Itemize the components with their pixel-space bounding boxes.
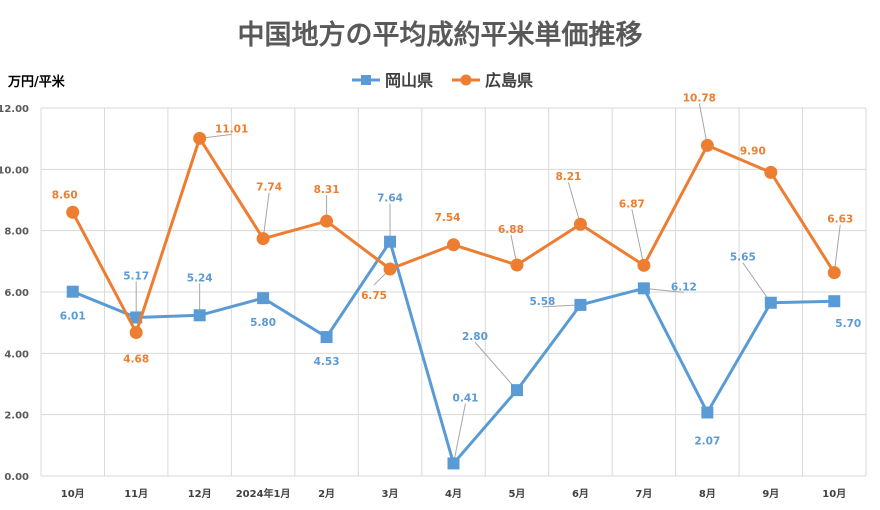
data-point <box>510 258 524 272</box>
legend-marker <box>361 75 371 85</box>
data-label: 7.54 <box>435 212 461 224</box>
data-point <box>574 298 587 311</box>
chart-title: 中国地方の平均成約平米単価推移 <box>238 19 643 51</box>
y-tick-label: 0.00 <box>4 472 29 483</box>
data-point <box>700 138 714 152</box>
data-label: 10.78 <box>683 92 716 104</box>
leader-line <box>474 341 518 391</box>
series-line-2 <box>71 136 836 334</box>
data-point <box>828 295 841 308</box>
legend-entry-2: 広島県 <box>452 71 533 90</box>
y-tick-label: 6.00 <box>4 288 29 299</box>
y-tick-label: 12.00 <box>0 104 29 115</box>
y-axis-unit-label: 万円/平米 <box>7 74 66 90</box>
data-point <box>637 282 650 295</box>
data-label: 2.80 <box>462 331 488 343</box>
leader-line <box>262 192 270 239</box>
data-point <box>256 232 270 246</box>
x-tick-label: 11月 <box>124 488 148 500</box>
data-point <box>573 217 587 231</box>
data-point <box>764 165 778 179</box>
x-tick-label: 2月 <box>318 488 335 500</box>
data-label: 11.01 <box>215 123 248 135</box>
data-point <box>447 238 460 252</box>
data-label: 5.70 <box>835 318 861 330</box>
data-label: 6.88 <box>498 224 524 236</box>
data-label: 5.24 <box>187 272 213 284</box>
legend: 岡山県 広島県 <box>352 71 533 90</box>
data-point <box>764 296 777 309</box>
x-tick-label: 5月 <box>508 488 525 500</box>
y-tick-label: 4.00 <box>4 349 29 360</box>
x-tick-label: 8月 <box>699 488 716 500</box>
data-point <box>129 325 143 339</box>
data-point <box>257 292 270 305</box>
leader-line <box>643 287 684 293</box>
data-label: 7.64 <box>377 193 403 205</box>
legend-marker <box>460 74 472 86</box>
leader-line <box>542 304 581 308</box>
data-point <box>637 258 651 272</box>
leader-line <box>698 103 708 146</box>
data-point <box>66 205 80 219</box>
data-label: 8.21 <box>555 171 581 183</box>
data-point <box>701 406 714 419</box>
data-label: 2.07 <box>694 436 720 448</box>
data-label: 6.75 <box>361 290 387 302</box>
data-label: 8.60 <box>52 189 78 201</box>
legend-label: 岡山県 <box>385 71 433 90</box>
series-lines <box>66 131 841 470</box>
data-label: 4.53 <box>314 356 340 368</box>
x-tick-label: 3月 <box>382 488 399 500</box>
y-tick-label: 2.00 <box>4 411 29 422</box>
data-label: 6.87 <box>619 198 645 210</box>
x-tick-label: 10月 <box>61 488 85 500</box>
data-point <box>320 214 334 228</box>
data-point <box>384 235 397 248</box>
leader-line <box>742 262 772 304</box>
x-tick-label: 12月 <box>188 488 212 500</box>
legend-label: 広島県 <box>485 71 533 90</box>
data-label: 5.65 <box>730 252 756 264</box>
leader-line <box>631 209 645 266</box>
data-point <box>193 309 206 322</box>
data-label: 6.63 <box>827 214 853 226</box>
data-point <box>510 384 523 397</box>
leader-line <box>453 403 466 464</box>
x-tick-label: 10月 <box>822 488 846 500</box>
data-point <box>383 262 397 276</box>
x-axis-ticks: 10月 11月 12月 2024年1月 2月 3月 4月 5月 6月 7月 8月 9月 10月 <box>61 487 846 500</box>
data-label: 5.58 <box>529 296 555 308</box>
data-label: 9.90 <box>740 145 766 157</box>
data-label: 6.01 <box>60 311 86 323</box>
data-label: 6.12 <box>671 281 697 293</box>
legend-entry-1: 岡山県 <box>352 71 433 90</box>
data-label: 5.17 <box>123 270 149 282</box>
data-point <box>447 457 460 470</box>
x-tick-label: 7月 <box>635 488 652 500</box>
data-label: 4.68 <box>123 353 149 365</box>
data-label: 0.41 <box>453 392 479 404</box>
leader-line <box>567 182 581 225</box>
x-tick-label: 2024年1月 <box>236 487 291 500</box>
y-axis-ticks: 0.00 2.00 4.00 6.00 8.00 10.00 12.00 <box>0 104 29 483</box>
x-tick-label: 4月 <box>445 488 462 500</box>
data-label: 5.80 <box>250 317 276 329</box>
data-point <box>827 266 841 280</box>
y-tick-label: 10.00 <box>0 165 29 176</box>
data-label: 7.74 <box>256 182 282 194</box>
data-label: 8.31 <box>314 184 340 196</box>
data-point <box>66 285 79 298</box>
leader-line <box>833 224 841 273</box>
data-point <box>320 331 333 344</box>
data-label-leaders <box>135 103 841 464</box>
y-tick-label: 8.00 <box>4 227 29 238</box>
data-point <box>193 131 207 145</box>
x-tick-label: 9月 <box>762 488 779 500</box>
x-tick-label: 6月 <box>572 488 589 500</box>
gridlines <box>40 107 867 477</box>
data-labels: 6.01 5.17 5.24 5.80 4.53 7.64 0.41 2.80 5.58 6.12… <box>52 92 861 447</box>
